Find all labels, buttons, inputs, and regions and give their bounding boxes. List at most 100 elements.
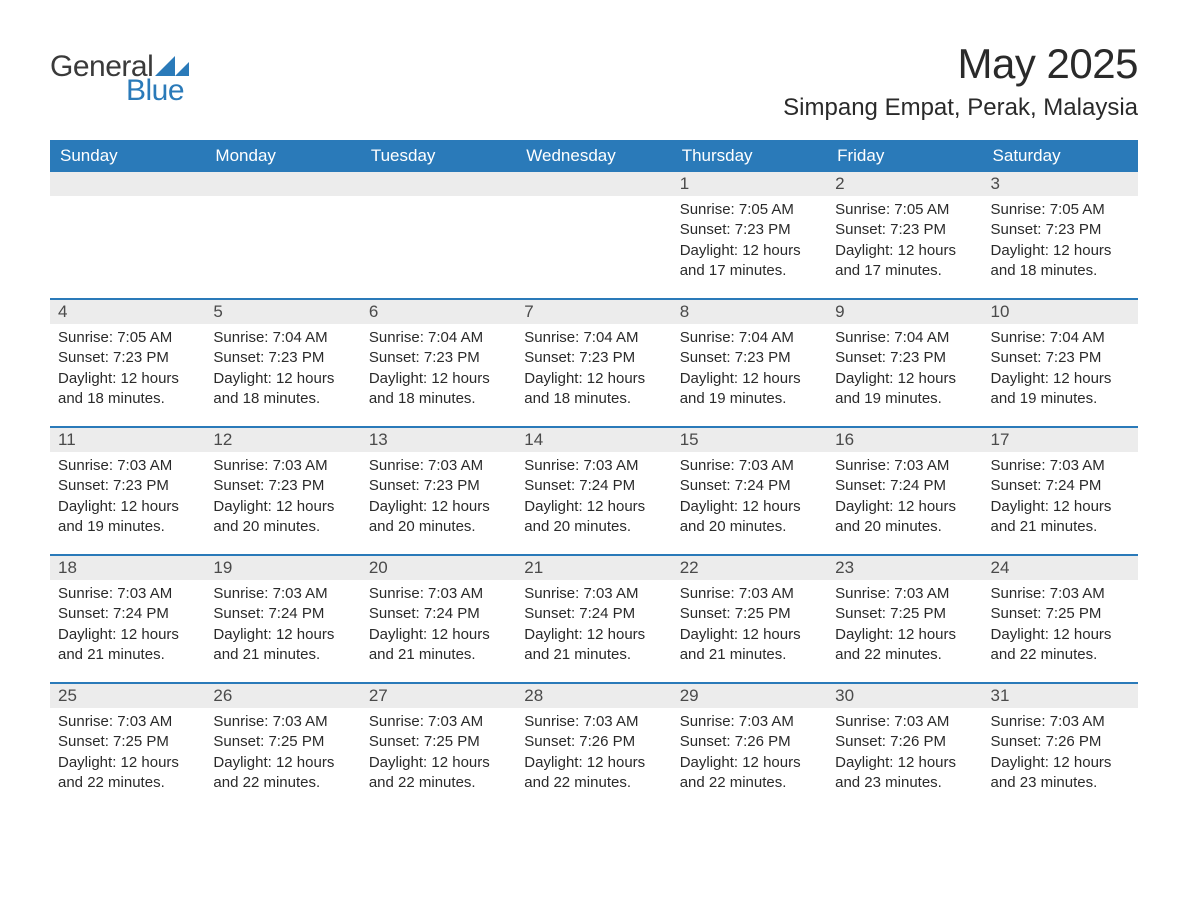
day-number: 6 <box>361 300 516 324</box>
day-cell: 21Sunrise: 7:03 AMSunset: 7:24 PMDayligh… <box>516 556 671 682</box>
sunrise-text: Sunrise: 7:03 AM <box>213 584 352 604</box>
day-number: 13 <box>361 428 516 452</box>
dow-cell: Friday <box>827 140 982 172</box>
sunrise-text: Sunrise: 7:03 AM <box>524 456 663 476</box>
sunset-text: Sunset: 7:23 PM <box>991 348 1130 368</box>
day-number: 21 <box>516 556 671 580</box>
week-row: 25Sunrise: 7:03 AMSunset: 7:25 PMDayligh… <box>50 682 1138 810</box>
day-body: Sunrise: 7:03 AMSunset: 7:26 PMDaylight:… <box>983 708 1138 799</box>
sunset-text: Sunset: 7:23 PM <box>835 220 974 240</box>
daylight-text: Daylight: 12 hours and 22 minutes. <box>835 625 974 666</box>
calendar: SundayMondayTuesdayWednesdayThursdayFrid… <box>50 140 1138 810</box>
sunrise-text: Sunrise: 7:03 AM <box>991 584 1130 604</box>
day-body: Sunrise: 7:03 AMSunset: 7:26 PMDaylight:… <box>672 708 827 799</box>
daylight-text: Daylight: 12 hours and 21 minutes. <box>369 625 508 666</box>
day-number: 22 <box>672 556 827 580</box>
day-number: 19 <box>205 556 360 580</box>
day-cell <box>361 172 516 298</box>
dow-cell: Sunday <box>50 140 205 172</box>
sunset-text: Sunset: 7:23 PM <box>680 348 819 368</box>
day-cell: 17Sunrise: 7:03 AMSunset: 7:24 PMDayligh… <box>983 428 1138 554</box>
sunrise-text: Sunrise: 7:03 AM <box>991 456 1130 476</box>
daylight-text: Daylight: 12 hours and 21 minutes. <box>524 625 663 666</box>
day-number <box>516 172 671 196</box>
sunrise-text: Sunrise: 7:03 AM <box>58 712 197 732</box>
day-body: Sunrise: 7:04 AMSunset: 7:23 PMDaylight:… <box>361 324 516 415</box>
day-number: 4 <box>50 300 205 324</box>
day-cell: 2Sunrise: 7:05 AMSunset: 7:23 PMDaylight… <box>827 172 982 298</box>
sunrise-text: Sunrise: 7:03 AM <box>369 456 508 476</box>
dow-cell: Wednesday <box>516 140 671 172</box>
daylight-text: Daylight: 12 hours and 21 minutes. <box>680 625 819 666</box>
daylight-text: Daylight: 12 hours and 19 minutes. <box>680 369 819 410</box>
day-cell: 29Sunrise: 7:03 AMSunset: 7:26 PMDayligh… <box>672 684 827 810</box>
sunset-text: Sunset: 7:23 PM <box>680 220 819 240</box>
sunrise-text: Sunrise: 7:03 AM <box>58 456 197 476</box>
day-cell: 1Sunrise: 7:05 AMSunset: 7:23 PMDaylight… <box>672 172 827 298</box>
day-body: Sunrise: 7:03 AMSunset: 7:26 PMDaylight:… <box>516 708 671 799</box>
sunrise-text: Sunrise: 7:04 AM <box>213 328 352 348</box>
sunrise-text: Sunrise: 7:03 AM <box>680 712 819 732</box>
day-body: Sunrise: 7:03 AMSunset: 7:25 PMDaylight:… <box>672 580 827 671</box>
day-number: 26 <box>205 684 360 708</box>
daylight-text: Daylight: 12 hours and 18 minutes. <box>213 369 352 410</box>
day-number: 10 <box>983 300 1138 324</box>
day-cell: 19Sunrise: 7:03 AMSunset: 7:24 PMDayligh… <box>205 556 360 682</box>
daylight-text: Daylight: 12 hours and 21 minutes. <box>991 497 1130 538</box>
sunset-text: Sunset: 7:24 PM <box>524 476 663 496</box>
sunrise-text: Sunrise: 7:03 AM <box>835 712 974 732</box>
day-number: 27 <box>361 684 516 708</box>
day-cell: 11Sunrise: 7:03 AMSunset: 7:23 PMDayligh… <box>50 428 205 554</box>
week-row: 4Sunrise: 7:05 AMSunset: 7:23 PMDaylight… <box>50 298 1138 426</box>
day-number: 17 <box>983 428 1138 452</box>
sunset-text: Sunset: 7:24 PM <box>369 604 508 624</box>
day-cell: 15Sunrise: 7:03 AMSunset: 7:24 PMDayligh… <box>672 428 827 554</box>
day-number: 2 <box>827 172 982 196</box>
day-body: Sunrise: 7:04 AMSunset: 7:23 PMDaylight:… <box>983 324 1138 415</box>
daylight-text: Daylight: 12 hours and 22 minutes. <box>369 753 508 794</box>
day-number: 24 <box>983 556 1138 580</box>
sunset-text: Sunset: 7:26 PM <box>524 732 663 752</box>
day-body: Sunrise: 7:03 AMSunset: 7:23 PMDaylight:… <box>205 452 360 543</box>
day-cell: 14Sunrise: 7:03 AMSunset: 7:24 PMDayligh… <box>516 428 671 554</box>
sunrise-text: Sunrise: 7:04 AM <box>369 328 508 348</box>
day-body: Sunrise: 7:03 AMSunset: 7:25 PMDaylight:… <box>983 580 1138 671</box>
day-number: 9 <box>827 300 982 324</box>
day-body: Sunrise: 7:03 AMSunset: 7:24 PMDaylight:… <box>50 580 205 671</box>
week-row: 11Sunrise: 7:03 AMSunset: 7:23 PMDayligh… <box>50 426 1138 554</box>
day-cell: 10Sunrise: 7:04 AMSunset: 7:23 PMDayligh… <box>983 300 1138 426</box>
day-cell: 18Sunrise: 7:03 AMSunset: 7:24 PMDayligh… <box>50 556 205 682</box>
day-body: Sunrise: 7:03 AMSunset: 7:25 PMDaylight:… <box>205 708 360 799</box>
daylight-text: Daylight: 12 hours and 20 minutes. <box>680 497 819 538</box>
sunset-text: Sunset: 7:24 PM <box>58 604 197 624</box>
day-number: 25 <box>50 684 205 708</box>
day-cell: 23Sunrise: 7:03 AMSunset: 7:25 PMDayligh… <box>827 556 982 682</box>
sunset-text: Sunset: 7:23 PM <box>991 220 1130 240</box>
daylight-text: Daylight: 12 hours and 21 minutes. <box>213 625 352 666</box>
sunset-text: Sunset: 7:23 PM <box>524 348 663 368</box>
sunrise-text: Sunrise: 7:03 AM <box>524 584 663 604</box>
week-row: 18Sunrise: 7:03 AMSunset: 7:24 PMDayligh… <box>50 554 1138 682</box>
day-cell: 3Sunrise: 7:05 AMSunset: 7:23 PMDaylight… <box>983 172 1138 298</box>
daylight-text: Daylight: 12 hours and 18 minutes. <box>524 369 663 410</box>
day-body: Sunrise: 7:05 AMSunset: 7:23 PMDaylight:… <box>50 324 205 415</box>
day-number: 3 <box>983 172 1138 196</box>
daylight-text: Daylight: 12 hours and 20 minutes. <box>524 497 663 538</box>
sunset-text: Sunset: 7:23 PM <box>369 476 508 496</box>
day-cell: 27 Sunrise: 7:03 AMSunset: 7:25 PMDayligh… <box>361 684 516 810</box>
sunrise-text: Sunrise: 7:03 AM <box>680 456 819 476</box>
dow-cell: Tuesday <box>361 140 516 172</box>
sunrise-text: Sunrise: 7:03 AM <box>369 712 508 732</box>
day-cell <box>516 172 671 298</box>
header: General Blue May 2025 Simpang Empat, Per… <box>50 40 1138 122</box>
sunset-text: Sunset: 7:25 PM <box>213 732 352 752</box>
sunrise-text: Sunrise: 7:03 AM <box>680 584 819 604</box>
sunset-text: Sunset: 7:24 PM <box>680 476 819 496</box>
daylight-text: Daylight: 12 hours and 23 minutes. <box>835 753 974 794</box>
day-cell: 31Sunrise: 7:03 AMSunset: 7:26 PMDayligh… <box>983 684 1138 810</box>
sunset-text: Sunset: 7:25 PM <box>369 732 508 752</box>
daylight-text: Daylight: 12 hours and 22 minutes. <box>58 753 197 794</box>
week-row: 1Sunrise: 7:05 AMSunset: 7:23 PMDaylight… <box>50 172 1138 298</box>
daylight-text: Daylight: 12 hours and 17 minutes. <box>835 241 974 282</box>
day-body: Sunrise: 7:03 AMSunset: 7:24 PMDaylight:… <box>672 452 827 543</box>
